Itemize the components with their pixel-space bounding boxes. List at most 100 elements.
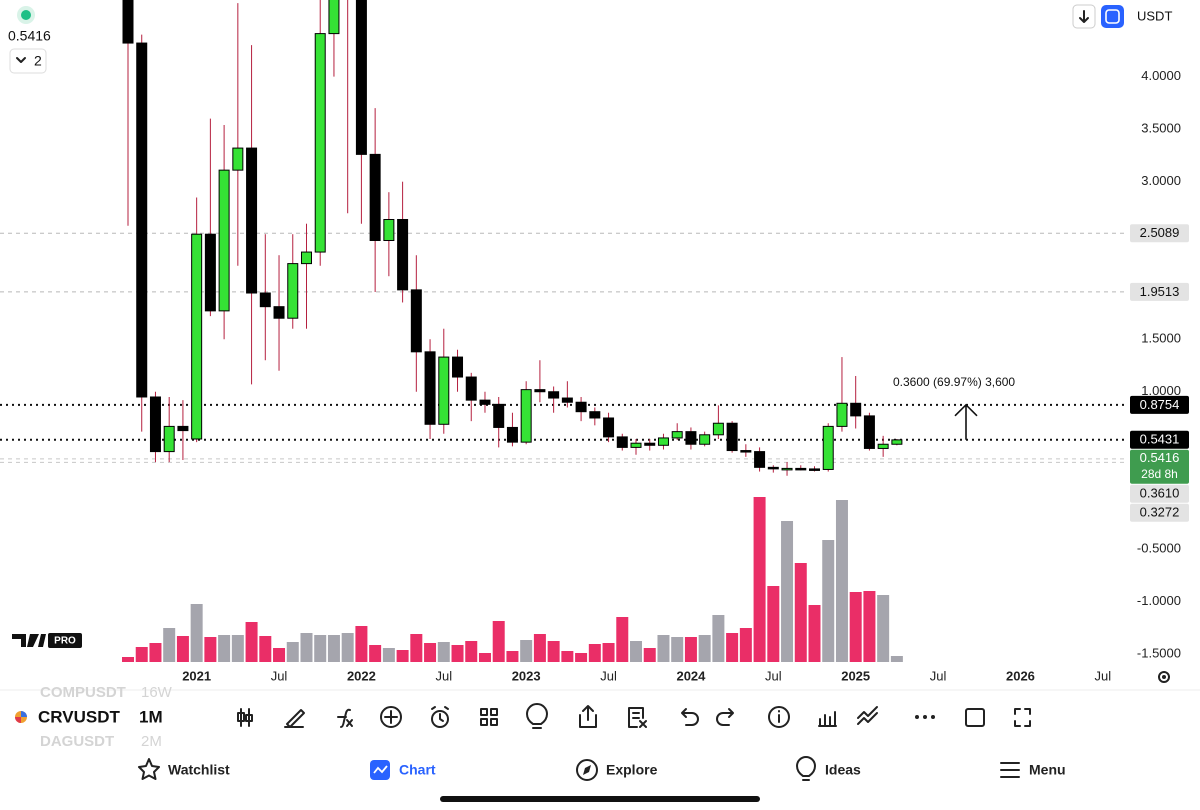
volume-bar [588, 644, 601, 662]
candle-body [438, 356, 450, 425]
volume-bar [698, 635, 711, 662]
candle-body [891, 439, 903, 445]
alert-icon[interactable] [431, 710, 449, 728]
ideas-tab-icon[interactable] [796, 756, 816, 781]
settings-dot [1162, 675, 1166, 679]
ghost-symbol: DAGUSDT [40, 733, 114, 750]
candle-body [740, 450, 752, 453]
symbol[interactable]: CRVUSDT [38, 707, 120, 726]
candle-body [177, 425, 189, 432]
down-arrow-icon [1079, 10, 1089, 23]
volume-bar [369, 645, 382, 662]
status-dot [21, 10, 31, 20]
volume-bar [451, 645, 464, 662]
menu-icon[interactable] [1000, 762, 1020, 778]
volume-bar [671, 637, 684, 662]
indicator-count: 2 [34, 53, 42, 69]
indicators-icon[interactable] [857, 706, 878, 725]
volume-bar [424, 643, 437, 662]
volume-bar [355, 626, 368, 662]
explore-icon[interactable] [576, 759, 598, 781]
sync-button[interactable] [1101, 5, 1124, 28]
tab-label[interactable]: Chart [399, 762, 436, 778]
candle-body [685, 431, 697, 445]
add-icon-cross [384, 710, 398, 724]
ghost-interval: 16W [141, 684, 173, 701]
chart-type-icon[interactable] [237, 708, 253, 727]
redo-icon[interactable] [716, 708, 734, 726]
candle-body [424, 351, 436, 425]
chevron-icon [16, 57, 26, 63]
candle-body [287, 263, 299, 319]
draw-icon[interactable] [284, 709, 305, 728]
candle-body [630, 442, 642, 448]
pro-badge [48, 633, 82, 648]
y-tick-label: 4.0000 [1141, 68, 1181, 83]
candle-body [520, 389, 532, 443]
volume-bar [122, 657, 134, 662]
candle-body [863, 415, 875, 449]
layout-icon[interactable] [480, 708, 498, 726]
x-tick-label: Jul [271, 668, 288, 683]
candle-body [877, 443, 889, 449]
volume-bar [163, 628, 176, 662]
y-tick-label: 1.5000 [1141, 331, 1181, 346]
candle-body [561, 397, 573, 403]
price-line-box [1130, 224, 1189, 243]
volume-bar [863, 591, 876, 662]
price-line-label: 0.5431 [1140, 432, 1180, 447]
candle-body [122, 0, 134, 44]
fullscreen-icon[interactable] [1014, 708, 1031, 727]
candle-body [479, 399, 491, 405]
volume-bar [877, 595, 890, 662]
volume-bar [176, 636, 189, 662]
candle-body [657, 437, 669, 446]
volume-bar [218, 635, 231, 662]
volume-bar [547, 641, 560, 662]
candle-body [712, 422, 724, 436]
toolbar-icons [237, 703, 1031, 729]
currency[interactable]: USDT [1137, 8, 1172, 23]
add-icon[interactable] [380, 706, 402, 728]
chart-tab-glyph [373, 765, 388, 774]
candle-body [616, 436, 628, 448]
ghost-symbol: COMPUSDT [40, 684, 126, 701]
x-tick-label: Jul [765, 668, 782, 683]
candle-body [355, 0, 367, 155]
interval[interactable]: 1M [139, 707, 163, 726]
indicator-toggle[interactable] [9, 48, 47, 74]
tab-label[interactable]: Watchlist [168, 762, 230, 778]
fx-icon[interactable] [337, 708, 353, 728]
settings-icon[interactable] [1158, 671, 1170, 683]
ideas-icon[interactable] [526, 703, 548, 729]
x-tick-label: 2025 [841, 668, 870, 683]
volume-bar [561, 651, 574, 662]
x-tick-label: 2026 [1006, 668, 1035, 683]
candle-body [726, 422, 738, 452]
tab-label[interactable]: Ideas [825, 762, 861, 778]
trading-icon[interactable] [628, 707, 647, 728]
candle-body [822, 425, 834, 470]
undo-icon[interactable] [681, 708, 699, 726]
price-line-label: 0.8754 [1140, 397, 1180, 412]
tab-label[interactable]: Explore [606, 762, 658, 778]
share-icon[interactable] [579, 705, 597, 728]
candle-body [397, 218, 409, 291]
watchlist-icon[interactable] [138, 758, 160, 780]
y-tick-label: 1.0000 [1141, 383, 1181, 398]
window-icon[interactable] [965, 708, 985, 727]
candle-body [699, 434, 711, 445]
candle-body [191, 233, 203, 440]
more-dot[interactable] [915, 715, 919, 719]
x-tick-label: Jul [1095, 668, 1112, 683]
volume-icon[interactable] [818, 711, 837, 727]
candle-body [767, 466, 779, 470]
tab-label[interactable]: Menu [1029, 762, 1066, 778]
candle-body [506, 426, 518, 443]
volume-bar [849, 592, 862, 662]
price-line-label: 1.9513 [1140, 284, 1180, 299]
price-line-box [1130, 395, 1189, 414]
candle-body [149, 396, 161, 453]
info-icon[interactable] [768, 706, 790, 728]
candle-body [163, 425, 175, 453]
